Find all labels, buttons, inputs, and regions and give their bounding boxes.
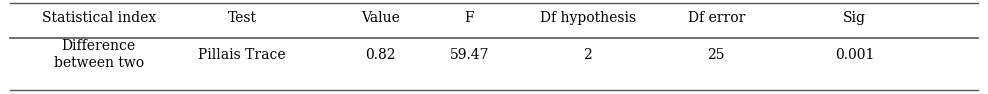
Text: 2: 2 bbox=[584, 48, 592, 61]
Text: 59.47: 59.47 bbox=[450, 48, 489, 61]
Text: Df hypothesis: Df hypothesis bbox=[539, 11, 636, 25]
Text: Pillais Trace: Pillais Trace bbox=[199, 48, 286, 61]
Text: Statistical index: Statistical index bbox=[41, 11, 156, 25]
Text: 0.82: 0.82 bbox=[366, 48, 395, 61]
Text: Difference
between two: Difference between two bbox=[53, 39, 144, 70]
Text: Sig: Sig bbox=[843, 11, 866, 25]
Text: 25: 25 bbox=[707, 48, 725, 61]
Text: Test: Test bbox=[227, 11, 257, 25]
Text: 0.001: 0.001 bbox=[835, 48, 874, 61]
Text: Df error: Df error bbox=[688, 11, 745, 25]
Text: Value: Value bbox=[361, 11, 400, 25]
Text: F: F bbox=[464, 11, 474, 25]
